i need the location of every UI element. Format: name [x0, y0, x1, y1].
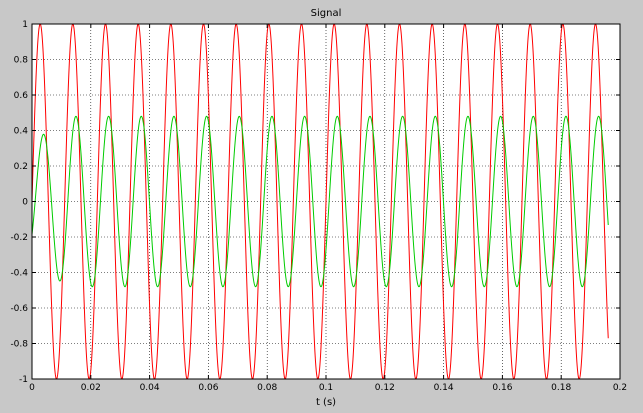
- y-tick-label: -0.8: [10, 340, 28, 350]
- series-line-1: [31, 23, 609, 380]
- x-tick-label: 0.18: [551, 383, 571, 393]
- y-tick-label: 0.4: [14, 127, 29, 137]
- x-tick-label: 0.12: [375, 383, 395, 393]
- x-tick-label: 0.16: [492, 383, 512, 393]
- y-tick-label: 0.6: [14, 91, 29, 101]
- y-tick-label: 0.2: [14, 162, 28, 172]
- y-tick-label: -0.6: [10, 304, 28, 314]
- y-tick-label: 1: [22, 20, 28, 30]
- chart-title: Signal: [311, 8, 342, 19]
- series-line-2: [31, 115, 609, 288]
- x-tick-label: 0.1: [319, 383, 333, 393]
- x-axis-label: t (s): [316, 397, 336, 408]
- series-layer: [31, 23, 609, 380]
- x-tick-label: 0.14: [434, 383, 454, 393]
- x-tick-label: 0.06: [198, 383, 218, 393]
- y-tick-label: 0: [22, 198, 28, 208]
- y-tick-label: -0.4: [10, 269, 28, 279]
- y-tick-label: -1: [19, 375, 28, 385]
- tick-layer: 0 0.02 0.04 0.06 0.08 0.1 0.12 0.14 0.16 0.18 0.2 -…: [10, 20, 627, 393]
- x-tick-label: 0.04: [140, 383, 160, 393]
- grid-layer: [32, 24, 620, 379]
- y-tick-label: -0.2: [10, 233, 28, 243]
- x-tick-label: 0.2: [613, 383, 627, 393]
- y-tick-label: 0.8: [14, 56, 29, 66]
- x-tick-label: 0: [29, 383, 35, 393]
- x-tick-label: 0.08: [257, 383, 277, 393]
- x-tick-label: 0.02: [81, 383, 101, 393]
